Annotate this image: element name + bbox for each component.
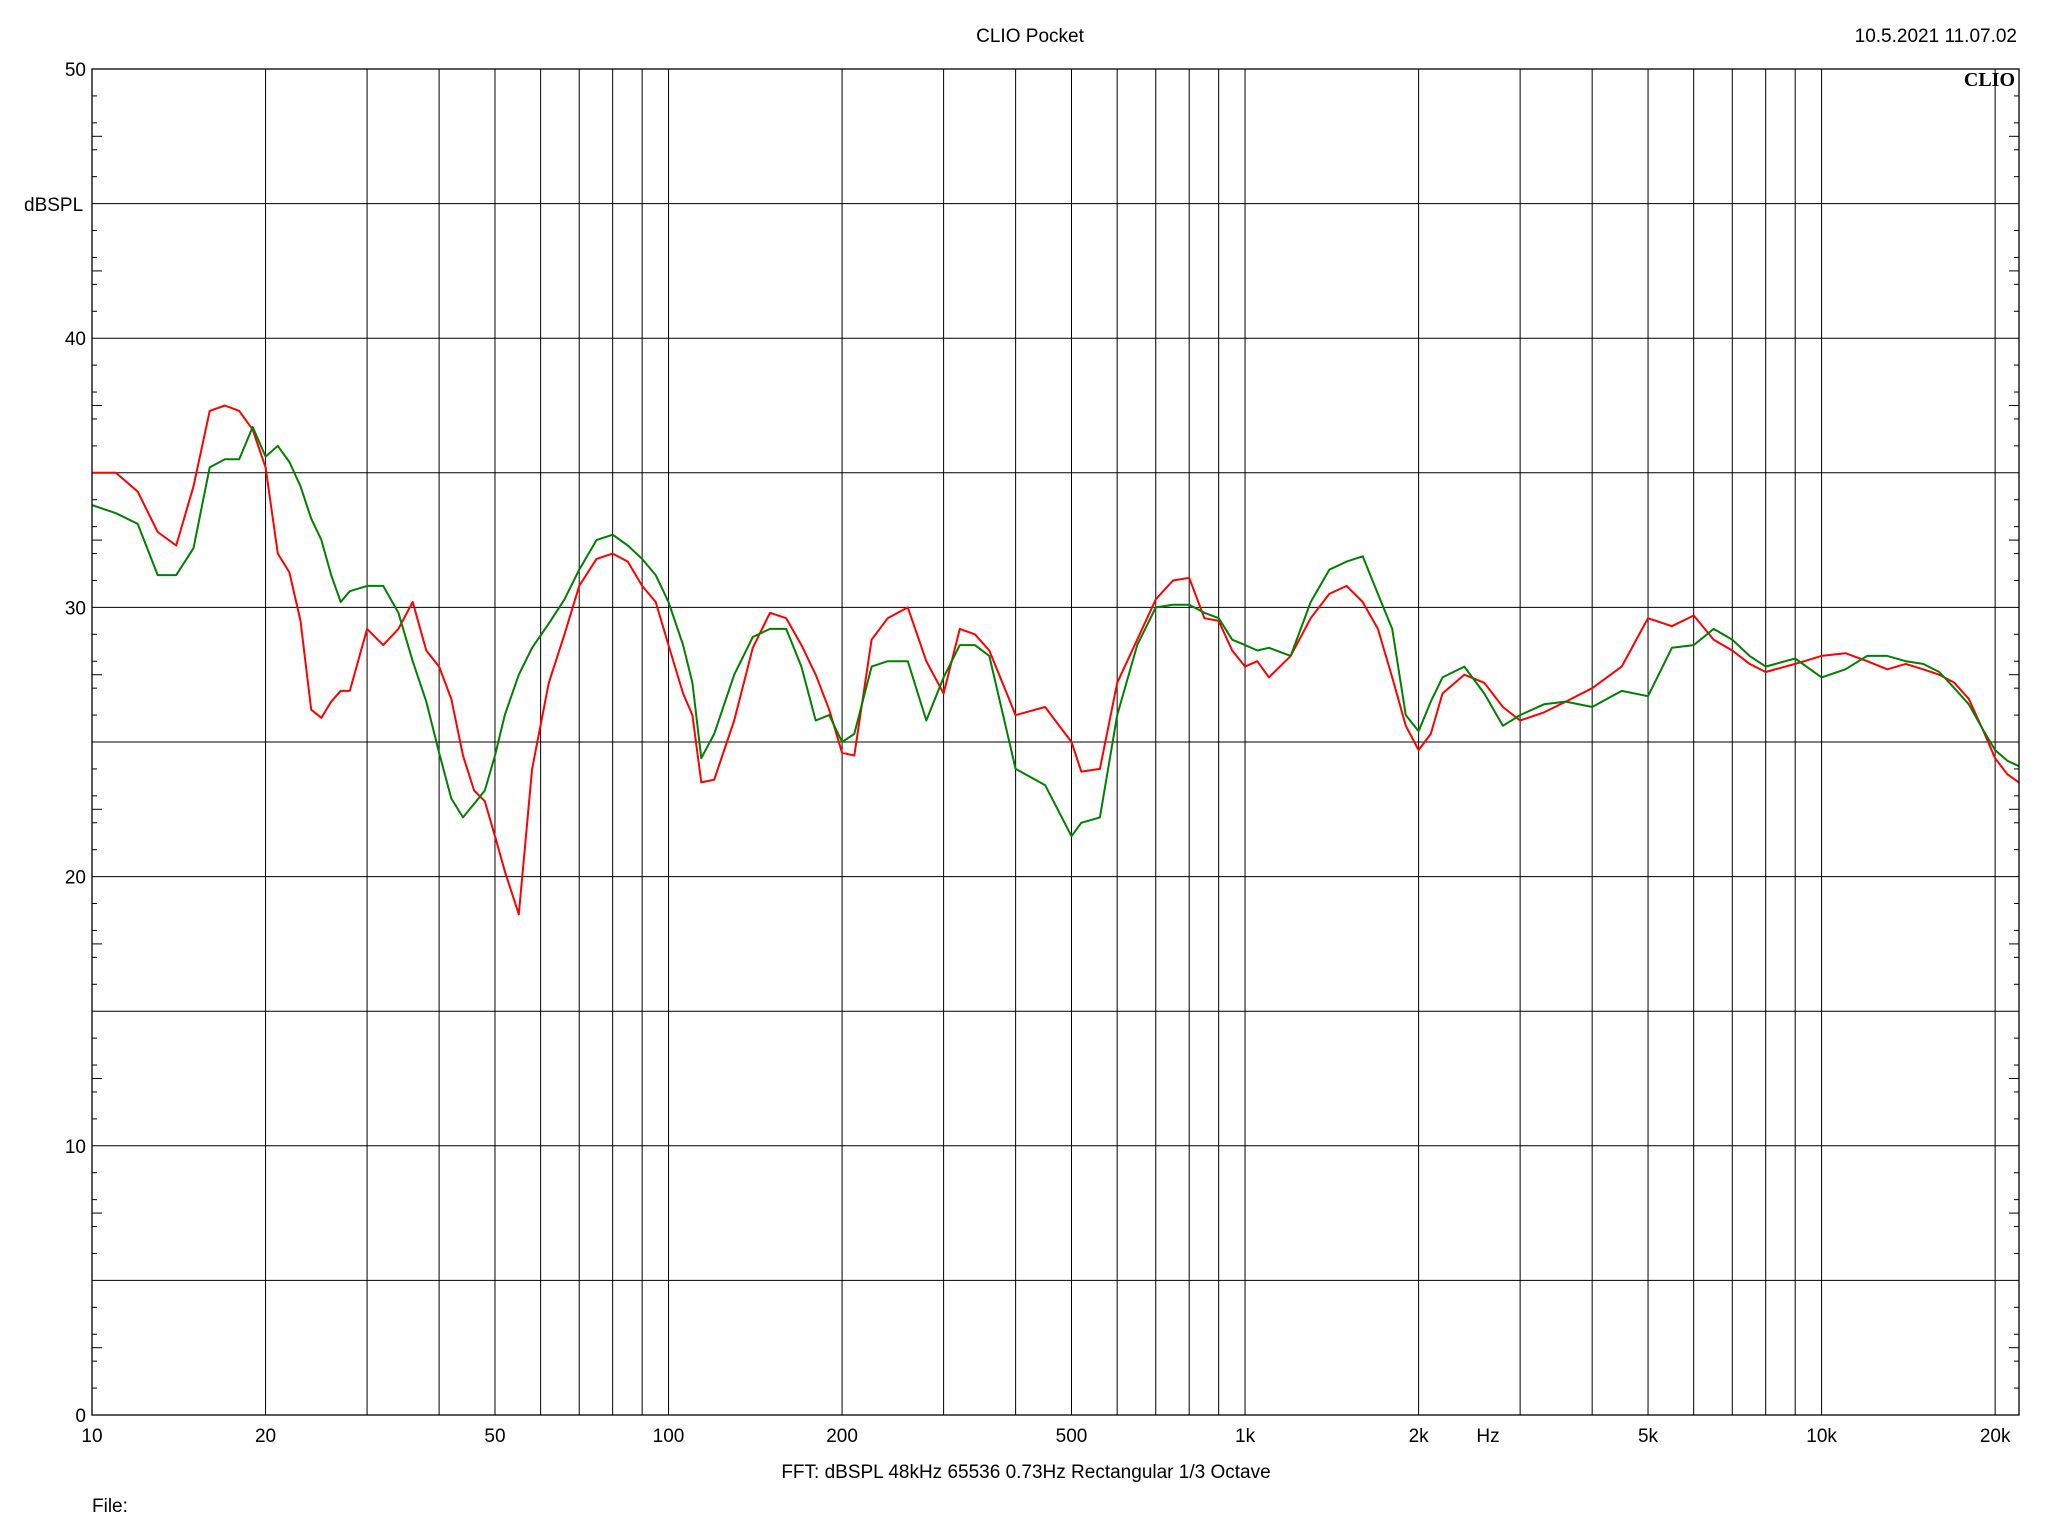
x-tick-labels: 10 20 50 100 200 500 1k 2k 5k 10k 20k xyxy=(81,1426,2011,1447)
x-tick-label: 200 xyxy=(826,1426,858,1447)
y-tick-labels: 0 10 20 30 40 50 xyxy=(65,60,86,1427)
x-tick-label: 20 xyxy=(255,1426,276,1447)
measurement-settings: FFT: dBSPL 48kHz 65536 0.73Hz Rectangula… xyxy=(781,1462,1270,1483)
series-line-red xyxy=(92,404,2020,916)
x-unit-label: Hz xyxy=(1476,1426,1499,1447)
x-tick-label: 50 xyxy=(484,1426,505,1447)
series-line-green xyxy=(91,426,2020,838)
x-tick-label: 10k xyxy=(1806,1426,1837,1447)
timestamp: 10.5.2021 11.07.02 xyxy=(1855,26,2017,47)
series-lines xyxy=(91,404,2020,916)
x-tick-label: 20k xyxy=(1980,1426,2011,1447)
x-tick-label: 2k xyxy=(1409,1426,1430,1447)
y-tick-label: 0 xyxy=(75,1406,86,1427)
x-tick-label: 1k xyxy=(1235,1426,1256,1447)
x-tick-label: 500 xyxy=(1056,1426,1088,1447)
grid xyxy=(92,69,2019,1415)
y-tick-label: 30 xyxy=(65,598,86,619)
chart-title: CLIO Pocket xyxy=(976,26,1084,47)
x-tick-label: 100 xyxy=(653,1426,685,1447)
x-tick-label: 5k xyxy=(1638,1426,1659,1447)
y-tick-label: 10 xyxy=(65,1137,86,1158)
file-label: File: xyxy=(92,1496,128,1517)
y-tick-label: 20 xyxy=(65,868,86,889)
x-tick-label: 10 xyxy=(81,1426,102,1447)
x-minor-ticks xyxy=(92,95,2019,1389)
y-axis-label: dBSPL xyxy=(24,195,83,216)
brand-logo: CLIO xyxy=(1964,69,2015,91)
y-tick-label: 40 xyxy=(65,329,86,350)
y-tick-label: 50 xyxy=(65,60,86,81)
plot-frame xyxy=(91,68,2020,1416)
